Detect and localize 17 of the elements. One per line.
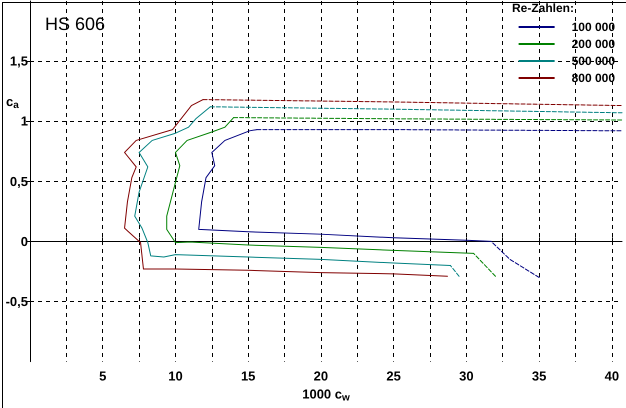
y-tick-label: -0,5	[6, 294, 28, 309]
x-tick-label: 15	[240, 368, 256, 384]
text: HS 606	[45, 14, 106, 34]
x-tick-label: 10	[168, 368, 183, 384]
y-tick-label: 1	[20, 114, 28, 129]
y-tick-label: 1,5	[10, 54, 28, 69]
x-tick-label: 25	[386, 368, 401, 384]
legend-label: 800 000	[572, 71, 616, 85]
x-tick-label: 40	[604, 368, 620, 384]
x-tick-label: 30	[459, 368, 474, 384]
y-tick-label: 0	[20, 234, 28, 249]
y-tick-label: 0,5	[10, 174, 28, 189]
legend-label: 200 000	[572, 37, 616, 51]
legend-title: Re-Zahlen:	[512, 1, 574, 15]
x-tick-label: 5	[99, 368, 106, 384]
x-tick-label: 20	[314, 368, 328, 384]
x-tick-label: 35	[532, 368, 546, 384]
